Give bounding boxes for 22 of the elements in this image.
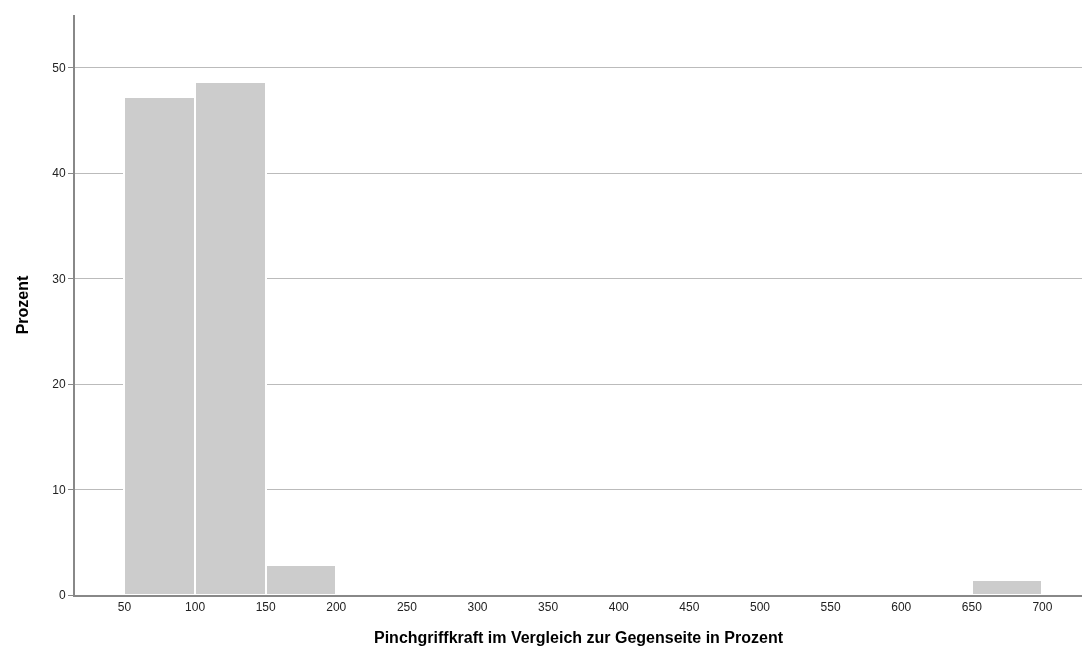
y-tick-label: 0	[58, 588, 66, 603]
x-axis-title: Pinchgriffkraft im Vergleich zur Gegenseite in Prozent	[374, 628, 784, 646]
x-tick-label: 250	[396, 600, 418, 615]
x-tick-label: 500	[749, 600, 771, 615]
y-tick-label: 10	[52, 482, 66, 497]
y-tick-label: 30	[52, 271, 66, 286]
y-tick-label: 40	[52, 166, 66, 181]
x-tick-label: 550	[820, 600, 841, 615]
y-axis-title: Prozent	[13, 274, 31, 335]
x-tick-label: 300	[467, 600, 488, 615]
x-tick-label: 700	[1032, 600, 1053, 615]
x-tick-label: 400	[608, 600, 630, 615]
x-tick-label: 50	[117, 600, 132, 615]
x-tick-label: 100	[185, 600, 206, 615]
x-tick-label: 650	[961, 600, 983, 615]
x-tick-label: 600	[891, 600, 912, 615]
x-tick-label: 200	[326, 600, 347, 615]
x-tick-label: 150	[255, 600, 276, 615]
x-tick-label: 350	[538, 600, 559, 615]
x-tick-label: 450	[679, 600, 700, 615]
y-tick-label: 20	[52, 377, 66, 392]
y-tick-label: 50	[52, 60, 66, 75]
